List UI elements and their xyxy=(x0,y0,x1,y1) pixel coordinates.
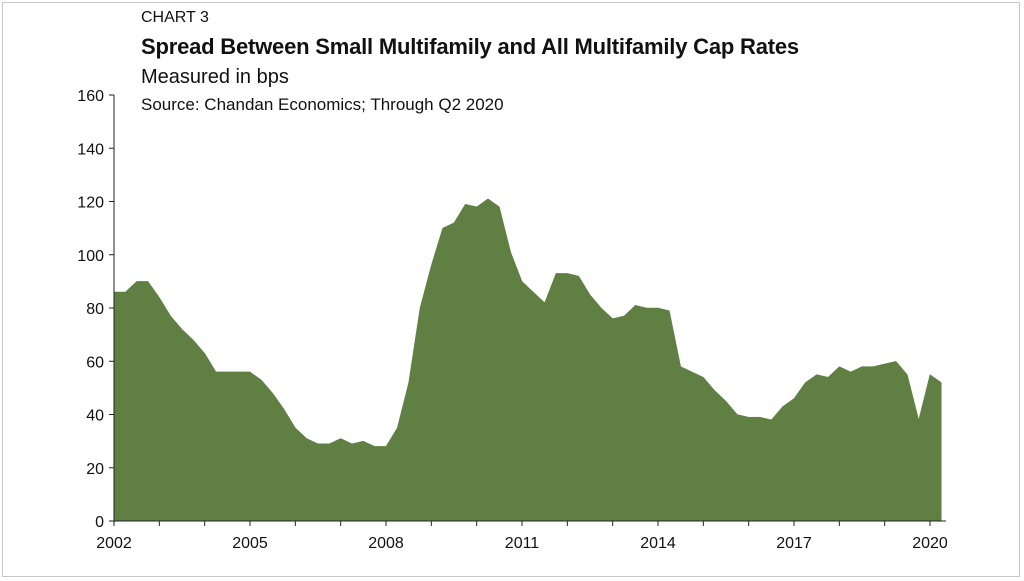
x-tick-label: 2020 xyxy=(912,535,948,552)
x-tick-label: 2017 xyxy=(776,535,812,552)
y-tick-label: 80 xyxy=(86,301,104,318)
chart-source: Source: Chandan Economics; Through Q2 20… xyxy=(141,95,504,114)
x-tick-label: 2002 xyxy=(96,535,132,552)
x-tick-label: 2014 xyxy=(640,535,676,552)
chart-number: CHART 3 xyxy=(141,9,209,26)
chart-subtitle: Measured in bps xyxy=(141,66,289,88)
y-tick-label: 140 xyxy=(77,141,104,158)
y-tick-label: 100 xyxy=(77,248,104,265)
y-tick-label: 40 xyxy=(86,408,104,425)
y-tick-label: 20 xyxy=(86,461,104,478)
y-tick-label: 120 xyxy=(77,195,104,212)
y-tick-label: 0 xyxy=(95,514,104,531)
x-tick-label: 2011 xyxy=(505,535,540,552)
x-tick-label: 2008 xyxy=(368,535,404,552)
y-tick-label: 60 xyxy=(86,354,104,371)
y-tick-label: 160 xyxy=(77,88,104,105)
spread-area xyxy=(113,198,942,522)
chart-title: Spread Between Small Multifamily and All… xyxy=(141,34,799,59)
x-tick-label: 2005 xyxy=(232,535,268,552)
